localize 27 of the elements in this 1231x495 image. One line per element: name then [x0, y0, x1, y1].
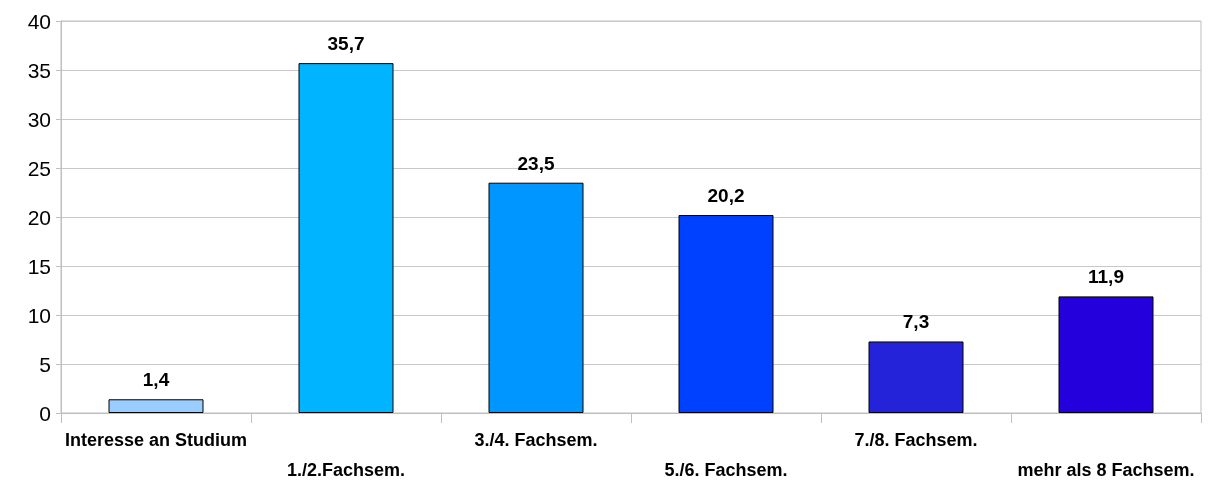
- y-tick-label: 20: [27, 205, 51, 229]
- bar: [298, 63, 394, 413]
- y-tick-label: 40: [27, 9, 51, 33]
- bar: [108, 399, 204, 413]
- x-tick-label: 7./8. Fachsem.: [854, 430, 978, 450]
- x-tick-label: mehr als 8 Fachsem.: [1017, 460, 1195, 480]
- y-tick-label: 35: [27, 58, 51, 82]
- bar: [678, 215, 774, 413]
- y-tick-label: 25: [27, 156, 51, 180]
- x-tick-label: 1./2.Fachsem.: [286, 460, 406, 480]
- bar: [488, 182, 584, 413]
- x-tick-label: 3./4. Fachsem.: [474, 430, 598, 450]
- data-label: 35,7: [327, 33, 365, 55]
- data-label: 7,3: [902, 311, 930, 333]
- y-tick-label: 30: [27, 107, 51, 131]
- y-tick-label: 10: [27, 303, 51, 327]
- data-label: 11,9: [1088, 266, 1124, 288]
- bar: [868, 341, 964, 413]
- data-label: 23,5: [517, 152, 555, 174]
- y-tick-label: 15: [27, 254, 51, 278]
- x-tick-label: 5./6. Fachsem.: [664, 460, 788, 480]
- bar: [1058, 296, 1154, 413]
- x-tick-label: Interesse an Studium: [64, 430, 248, 450]
- y-tick-label: 5: [39, 352, 51, 376]
- data-label: 1,4: [142, 369, 170, 391]
- y-tick-label: 0: [39, 401, 51, 425]
- data-label: 20,2: [707, 185, 745, 207]
